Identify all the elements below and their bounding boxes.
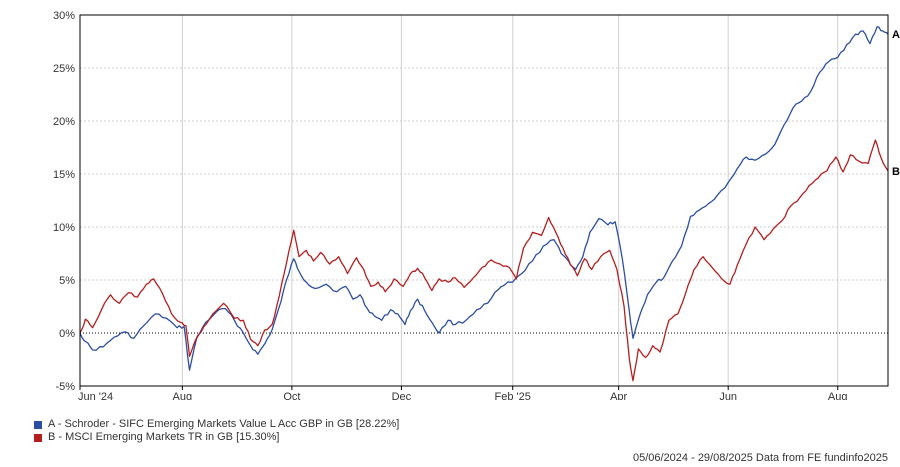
- plot-frame: [79, 14, 889, 387]
- gridlines: [80, 15, 888, 386]
- legend: A - Schroder - SIFC Emerging Markets Val…: [34, 418, 399, 444]
- y-tick-label: 25%: [53, 63, 75, 75]
- series-end-label-b: B: [892, 166, 900, 178]
- x-tick-label: Jun: [719, 391, 737, 400]
- legend-label-b: B - MSCI Emerging Markets TR in GB [15.3…: [48, 431, 280, 443]
- y-tick-label: 10%: [53, 222, 75, 234]
- x-tick-label: Feb '25: [495, 391, 531, 400]
- x-axis-ticks: Jun '24 Aug Oct Dec Feb '25 Apr Jun Aug: [78, 386, 848, 400]
- legend-label-a: A - Schroder - SIFC Emerging Markets Val…: [48, 418, 400, 430]
- y-tick-label: 15%: [53, 169, 75, 181]
- y-axis-ticks: -5% 0% 5% 10% 15% 20% 25% 30%: [53, 10, 75, 393]
- performance-chart: -5% 0% 5% 10% 15% 20% 25% 30% Jun '24 Aug Oct Dec F…: [53, 10, 900, 400]
- y-tick-label: 30%: [53, 10, 75, 22]
- x-tick-label: Dec: [392, 391, 412, 400]
- x-tick-label: Aug: [828, 391, 848, 400]
- series-end-labels: AB: [892, 29, 900, 178]
- x-tick-label: Aug: [173, 391, 193, 400]
- series-end-label-a: A: [892, 29, 900, 41]
- legend-swatch-a: [34, 420, 42, 429]
- x-tick-label: Oct: [283, 391, 300, 400]
- data-source-footer: 05/06/2024 - 29/08/2025 Data from FE fun…: [632, 452, 888, 464]
- legend-item-a: A - Schroder - SIFC Emerging Markets Val…: [34, 418, 399, 431]
- series-lines: [79, 26, 889, 382]
- series-line-a: [79, 26, 889, 371]
- x-tick-label: Apr: [610, 391, 627, 400]
- y-tick-label: 20%: [53, 116, 75, 128]
- series-line-b: [79, 139, 889, 382]
- legend-swatch-b: [34, 433, 42, 442]
- y-tick-label: 5%: [59, 275, 75, 287]
- y-tick-label: -5%: [55, 381, 75, 393]
- y-tick-label: 0%: [59, 328, 75, 340]
- legend-item-b: B - MSCI Emerging Markets TR in GB [15.3…: [34, 431, 399, 444]
- x-tick-label: Jun '24: [78, 391, 113, 400]
